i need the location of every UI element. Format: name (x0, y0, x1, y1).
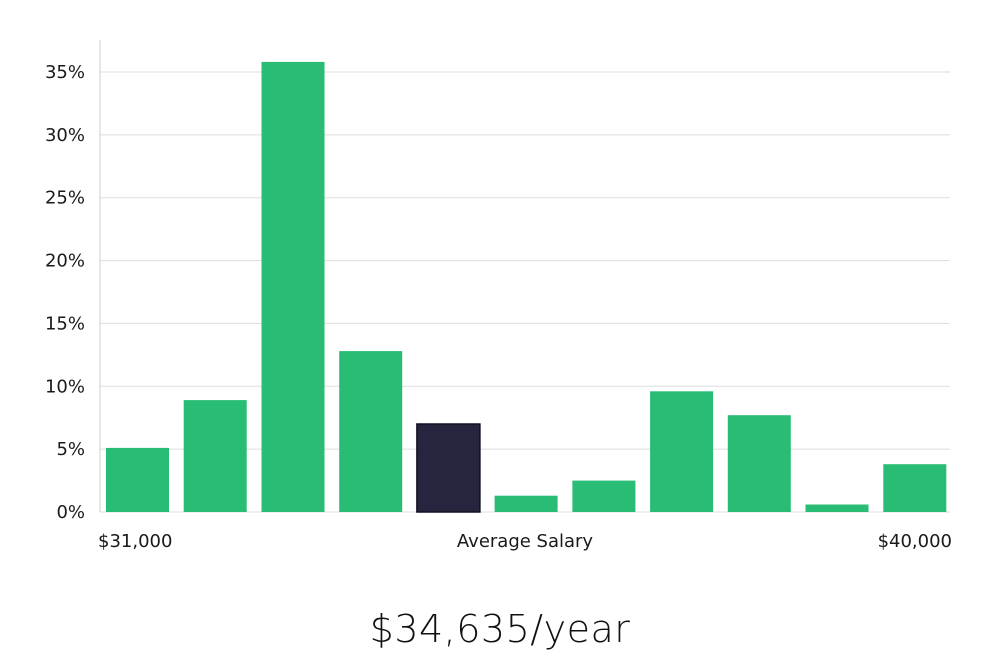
y-tick-label: 35% (45, 62, 85, 83)
bar (572, 480, 636, 512)
bar (261, 61, 325, 513)
y-tick-label: 10% (45, 376, 85, 397)
bar (805, 504, 869, 512)
y-axis-ticks: 0% 5% 10% 15% 20% 25% 30% 35% (45, 62, 85, 523)
bar-average-salary (416, 423, 481, 513)
x-label-min: $31,000 (98, 531, 172, 552)
x-label-max: $40,000 (878, 531, 952, 552)
bar (339, 351, 403, 512)
bar (183, 400, 247, 512)
y-tick-label: 25% (45, 188, 85, 209)
y-tick-label: 0% (56, 502, 85, 523)
y-tick-label: 15% (45, 313, 85, 334)
y-tick-label: 30% (45, 125, 85, 146)
bars (106, 61, 947, 513)
bar (883, 464, 947, 512)
average-salary-value: $34,635/year (369, 607, 631, 651)
bar (727, 415, 791, 512)
bar (650, 391, 714, 512)
bar (106, 447, 169, 512)
salary-histogram: 0% 5% 10% 15% 20% 25% 30% 35% $31,000 Average S… (45, 40, 952, 552)
y-tick-label: 20% (45, 251, 85, 272)
y-tick-label: 5% (56, 439, 85, 460)
bar (494, 495, 558, 512)
x-label-average: Average Salary (457, 531, 594, 552)
